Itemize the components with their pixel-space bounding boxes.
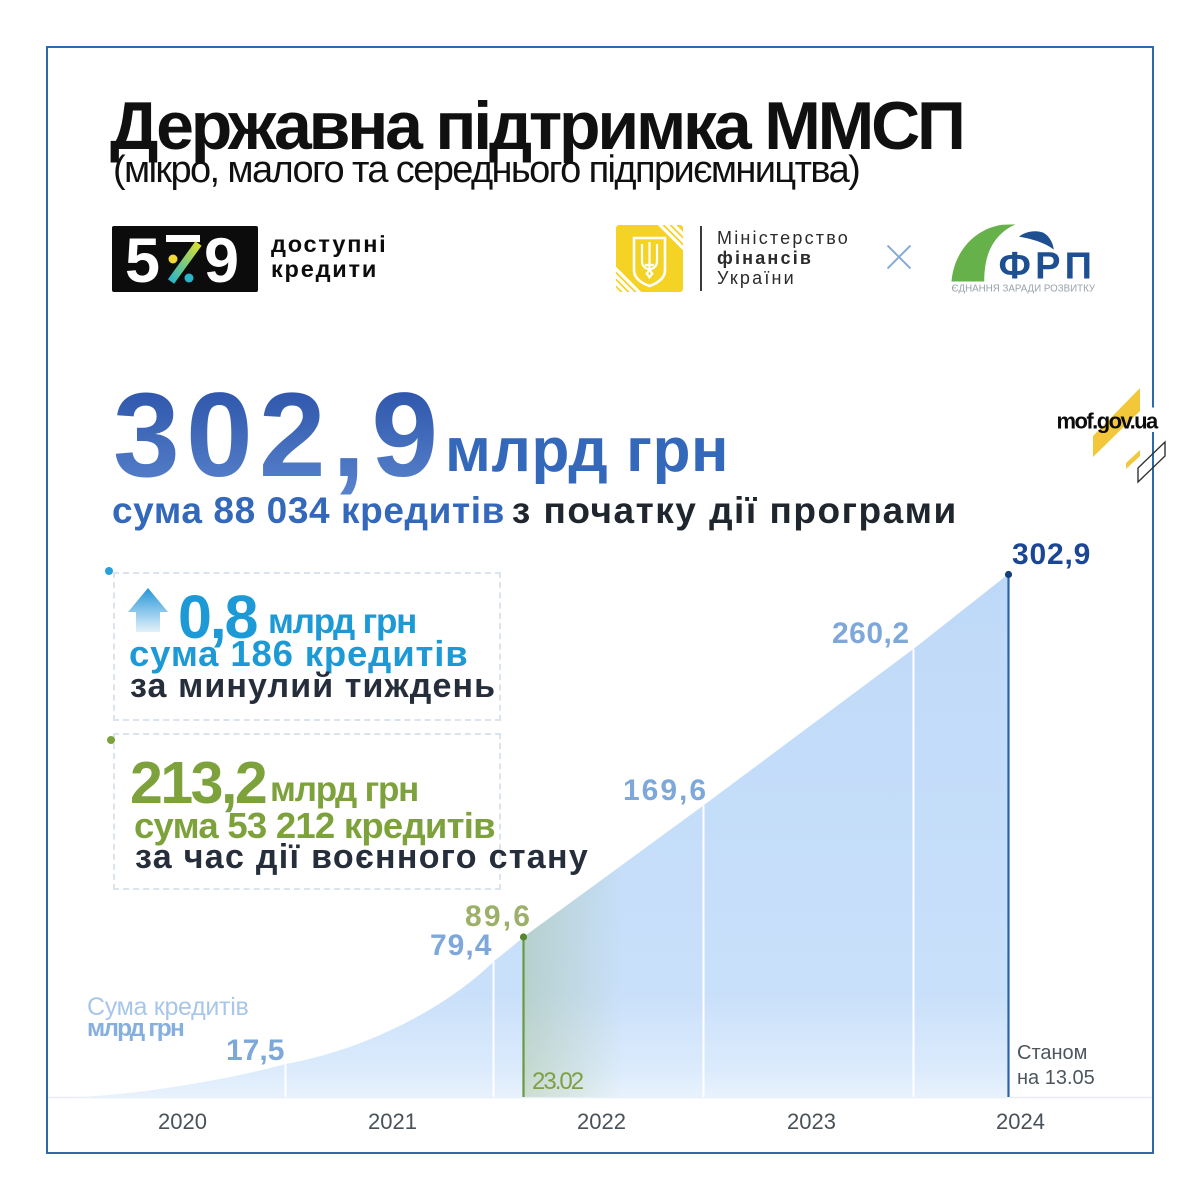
svg-text:ЄДНАННЯ ЗАРАДИ РОЗВИТКУ: ЄДНАННЯ ЗАРАДИ РОЗВИТКУ	[952, 283, 1096, 294]
svg-text:9: 9	[204, 226, 239, 292]
svg-text:ФРП: ФРП	[999, 246, 1097, 288]
svg-text:5: 5	[125, 226, 160, 292]
svg-text:mof.gov.ua: mof.gov.ua	[1057, 408, 1160, 433]
